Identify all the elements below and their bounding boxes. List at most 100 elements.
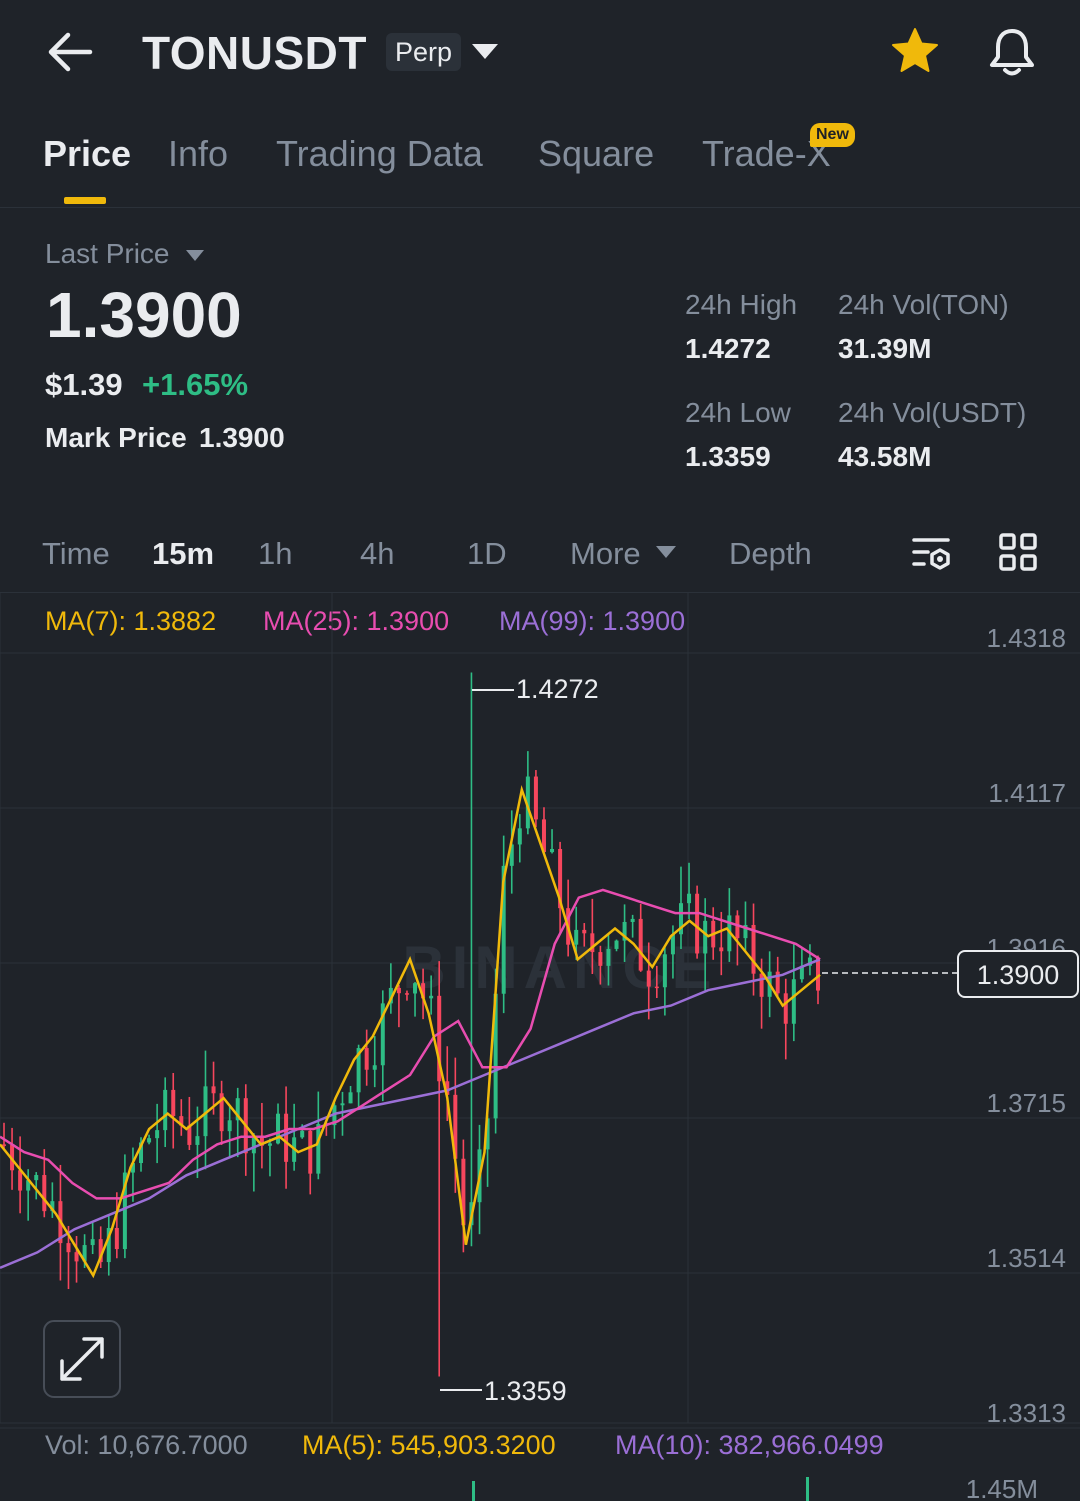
- candle-body: [461, 1158, 466, 1226]
- indicator-settings-icon[interactable]: [910, 532, 954, 576]
- candle-body: [388, 987, 393, 1004]
- contract-type-badge: Perp: [386, 33, 462, 71]
- candle-body: [340, 1103, 345, 1106]
- mark-price-value: 1.3900: [199, 422, 285, 453]
- top-bar: TONUSDT Perp: [0, 0, 1080, 105]
- high-24h-value: 1.4272: [685, 333, 771, 364]
- star-icon[interactable]: [890, 26, 940, 76]
- candle-body: [42, 1175, 47, 1212]
- candle-body: [284, 1113, 289, 1162]
- chart-grid: [0, 593, 1080, 1429]
- last-price-label[interactable]: Last Price: [45, 238, 170, 269]
- symbol-title[interactable]: TONUSDT: [142, 27, 367, 79]
- new-badge: New: [810, 123, 855, 147]
- candle-body: [807, 957, 812, 966]
- candle-body: [638, 918, 643, 971]
- chevron-down-icon[interactable]: [472, 44, 498, 59]
- timeframe-time[interactable]: Time: [42, 536, 110, 571]
- candle-body: [687, 893, 692, 904]
- candle-body: [493, 993, 498, 1119]
- ma25-legend: MA(25): 1.3900: [263, 606, 450, 636]
- candle-body: [646, 970, 651, 987]
- volume-bar: [472, 1481, 475, 1501]
- ma25-line: [0, 888, 821, 1200]
- timeframe-15m[interactable]: 15m: [152, 536, 215, 571]
- vol-ton-value: 31.39M: [838, 333, 932, 364]
- caret-down-icon[interactable]: [186, 250, 204, 261]
- volume-legend: Vol: 10,676.7000: [45, 1430, 248, 1460]
- timeframe-depth[interactable]: Depth: [729, 536, 812, 571]
- candle-body: [211, 1086, 216, 1094]
- price-change-percent: +1.65%: [142, 367, 249, 402]
- candle-body: [187, 1125, 192, 1145]
- candle-body: [517, 828, 522, 845]
- current-price-tag: [957, 950, 1079, 998]
- candle-body: [791, 979, 796, 1024]
- ma99-line: [0, 958, 821, 1269]
- vol-usdt-value: 43.58M: [838, 441, 932, 472]
- candle-body: [525, 776, 530, 829]
- expand-icon: [60, 1337, 104, 1381]
- candle-body: [533, 776, 538, 820]
- candle-body: [2, 1144, 6, 1146]
- candle-body: [179, 1116, 184, 1126]
- candle-body: [437, 995, 442, 1082]
- candlestick-chart[interactable]: BINANCE 1.43181.41171.39161.37151.35141.…: [0, 593, 1080, 1501]
- tab-square[interactable]: Square: [538, 133, 655, 174]
- ma99-legend: MA(99): 1.3900: [499, 606, 686, 636]
- timeframe-more[interactable]: More: [570, 536, 641, 571]
- candle-body: [219, 1093, 224, 1132]
- more-caret-icon[interactable]: [656, 546, 676, 558]
- bell-icon[interactable]: [986, 26, 1038, 78]
- candle-body: [227, 1120, 232, 1132]
- candle-body: [783, 993, 788, 1024]
- expand-button[interactable]: [43, 1320, 121, 1398]
- back-arrow-icon[interactable]: [46, 30, 94, 74]
- candle-body: [163, 1089, 168, 1131]
- candle-body: [308, 1130, 313, 1174]
- candle-body: [799, 965, 804, 980]
- tab-price[interactable]: Price: [43, 133, 132, 174]
- candle-body: [485, 1118, 490, 1150]
- tab-trading-data[interactable]: Trading Data: [276, 133, 483, 174]
- candle-body: [509, 844, 514, 866]
- candle-body: [453, 1094, 458, 1159]
- candle-body: [421, 983, 426, 999]
- candle-body: [550, 848, 555, 853]
- timeframe-1h[interactable]: 1h: [258, 536, 293, 571]
- candle-body: [98, 1239, 103, 1263]
- candle-body: [372, 1065, 377, 1070]
- volume-ma10-legend: MA(10): 382,966.0499: [615, 1430, 884, 1460]
- candle-body: [122, 1172, 127, 1250]
- timeframe-4h[interactable]: 4h: [360, 536, 395, 571]
- tab-trade-x[interactable]: Trade-X: [702, 133, 831, 174]
- last-price-value: 1.3900: [46, 279, 242, 351]
- candle-body: [574, 929, 579, 945]
- candle-body: [155, 1130, 160, 1139]
- candle-body: [703, 920, 708, 954]
- candle-body: [743, 924, 748, 939]
- ma7-line: [0, 784, 821, 1279]
- candle-body: [106, 1227, 111, 1263]
- tab-info[interactable]: Info: [168, 133, 229, 174]
- y-tick-label: 1.3514: [986, 1243, 1066, 1273]
- timeframe-bar: Time 15m 1h 4h 1D More Depth: [0, 520, 1080, 593]
- candle-body: [396, 987, 401, 994]
- timeframe-1d[interactable]: 1D: [467, 536, 507, 571]
- candle-body: [606, 948, 611, 966]
- volume-ma5-legend: MA(5): 545,903.3200: [302, 1430, 556, 1460]
- candle-body: [267, 1143, 272, 1146]
- candle-body: [356, 1048, 361, 1093]
- candle-body: [259, 1136, 264, 1146]
- candle-body: [364, 1048, 369, 1070]
- candle-body: [18, 1170, 23, 1191]
- high-24h-label: 24h High: [685, 289, 798, 320]
- candle-body: [74, 1252, 79, 1262]
- candle-body: [171, 1089, 176, 1117]
- candle-body: [670, 934, 675, 955]
- grid-layout-icon[interactable]: [998, 532, 1038, 572]
- volume-bar: [806, 1477, 809, 1501]
- candle-body: [816, 957, 820, 991]
- candle-body: [139, 1142, 144, 1164]
